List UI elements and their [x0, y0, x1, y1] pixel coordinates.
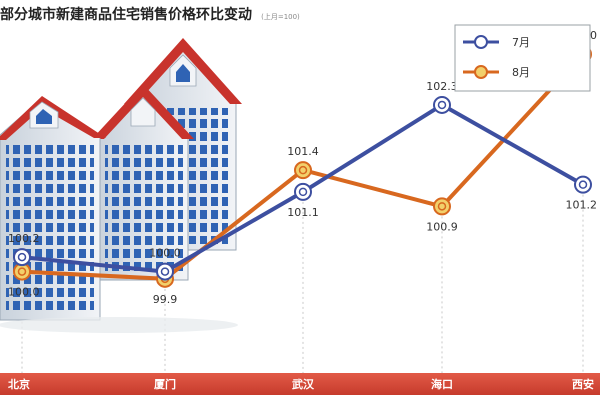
data-point-center	[437, 100, 447, 110]
data-point-center	[437, 202, 447, 211]
data-point-center	[160, 267, 170, 276]
x-tick-label: 厦门	[154, 377, 176, 391]
x-axis-band	[0, 373, 600, 395]
data-label: 102.3	[426, 80, 458, 93]
chart-title-block: 部分城市新建商品住宅销售价格环比变动 (上月=100)	[0, 4, 300, 24]
series-layer	[13, 45, 592, 288]
data-label: 101.4	[287, 145, 319, 158]
legend-item-7: 7月	[463, 35, 530, 49]
data-point	[574, 175, 592, 194]
chart-title: 部分城市新建商品住宅销售价格环比变动	[0, 7, 252, 23]
x-tick-label: 西安	[572, 377, 594, 391]
legend-marker-7	[474, 35, 488, 49]
data-label: 101.1	[287, 206, 319, 219]
chart-subtitle: (上月=100)	[261, 13, 300, 21]
data-label: 100.9	[426, 220, 458, 233]
data-point-center	[298, 165, 308, 175]
data-point-center	[578, 180, 588, 189]
data-point-center	[298, 187, 308, 197]
data-point	[294, 161, 312, 180]
legend-item-8: 8月	[463, 65, 530, 79]
data-point-center	[17, 267, 27, 276]
data-label: 101.2	[566, 199, 598, 212]
data-label: 100.0	[8, 286, 40, 299]
x-tick-label: 海口	[431, 377, 453, 391]
data-point	[13, 248, 31, 267]
legend-label-8: 8月	[512, 66, 530, 79]
legend: 7月 8月	[454, 24, 591, 92]
data-point	[156, 262, 174, 281]
x-tick-label: 武汉	[292, 377, 315, 391]
data-point	[294, 182, 312, 201]
data-label: 100.2	[8, 232, 40, 245]
data-point	[433, 95, 451, 114]
data-label: 99.9	[153, 293, 178, 306]
data-label: 100.0	[149, 247, 181, 260]
legend-label-7: 7月	[512, 36, 530, 49]
x-axis-ticks: 北京 厦门 武汉 海口 西安	[8, 377, 594, 391]
legend-marker-8	[474, 65, 488, 79]
data-point-center	[17, 252, 27, 262]
x-tick-label: 北京	[8, 377, 30, 391]
data-point	[433, 197, 451, 216]
